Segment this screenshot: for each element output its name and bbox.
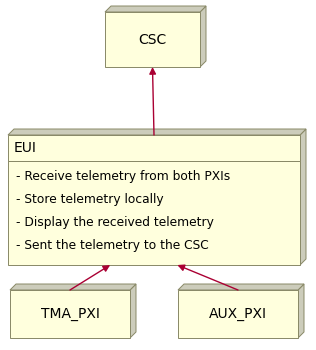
Polygon shape <box>300 129 306 265</box>
Bar <box>8 161 300 265</box>
Text: - Store telemetry locally: - Store telemetry locally <box>16 193 164 206</box>
Text: - Display the received telemetry: - Display the received telemetry <box>16 216 214 229</box>
Text: EUI: EUI <box>14 141 37 155</box>
Polygon shape <box>178 284 304 290</box>
Polygon shape <box>8 129 306 135</box>
Polygon shape <box>200 6 206 67</box>
Text: TMA_PXI: TMA_PXI <box>40 307 100 321</box>
Polygon shape <box>105 6 206 12</box>
Text: CSC: CSC <box>138 33 167 47</box>
Bar <box>105 12 200 67</box>
Bar <box>10 290 130 338</box>
Polygon shape <box>130 284 136 338</box>
Bar <box>178 290 298 338</box>
Polygon shape <box>298 284 304 338</box>
Text: - Sent the telemetry to the CSC: - Sent the telemetry to the CSC <box>16 239 209 252</box>
Text: - Receive telemetry from both PXIs: - Receive telemetry from both PXIs <box>16 169 230 182</box>
Bar <box>8 135 300 161</box>
Text: AUX_PXI: AUX_PXI <box>209 307 267 321</box>
Polygon shape <box>10 284 136 290</box>
